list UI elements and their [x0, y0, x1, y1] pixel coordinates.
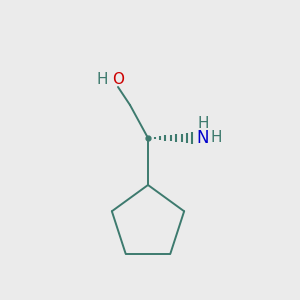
Text: H: H: [210, 130, 222, 146]
Text: H: H: [197, 116, 209, 131]
Text: O: O: [112, 73, 124, 88]
Text: N: N: [197, 129, 209, 147]
Text: H: H: [97, 73, 108, 88]
